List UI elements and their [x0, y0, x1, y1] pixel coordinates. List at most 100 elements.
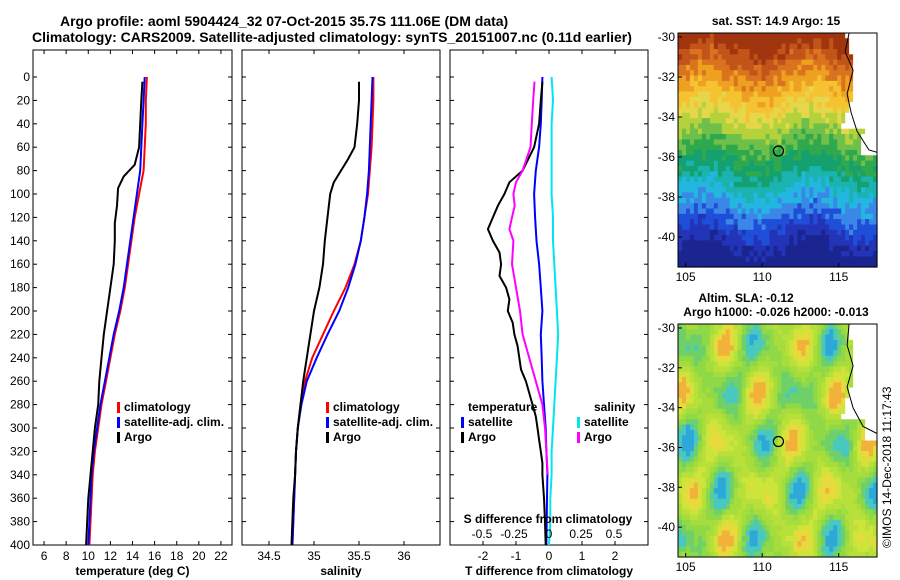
- top-tick-label-difference: -0.5: [472, 527, 493, 541]
- x-tick-label-difference: 1: [579, 549, 586, 563]
- map-x-tick-label: 110: [753, 270, 772, 284]
- legend-title-temperature: temperature: [468, 400, 538, 414]
- x-tick-label-temperature: 20: [192, 549, 206, 563]
- map-y-tick-label: -30: [658, 30, 676, 44]
- y-tick-label: 240: [10, 351, 30, 365]
- map-y-tick-label: -36: [658, 440, 676, 454]
- x-tick-label-salinity: 35.5: [347, 549, 371, 563]
- top-tick-label-difference: 0.25: [569, 527, 593, 541]
- top-tick-label-difference: 0: [546, 527, 553, 541]
- chart-title-line1: Argo profile: aoml 5904424_32 07-Oct-201…: [60, 13, 509, 29]
- x-tick-label-salinity: 35: [307, 549, 321, 563]
- map-x-tick-label: 115: [829, 270, 848, 284]
- x-axis-label-difference: T difference from climatology: [465, 564, 633, 578]
- legend-label-temperature: satellite-adj. clim.: [124, 415, 224, 429]
- legend-label-difference: Argo: [584, 430, 612, 444]
- map-sst_map: [678, 32, 878, 268]
- coastline: [846, 323, 878, 434]
- map-y-tick-label: -36: [658, 150, 676, 164]
- map-y-tick-label: -30: [658, 321, 676, 335]
- series-line-difference-s-satellite: [548, 76, 560, 546]
- y-tick-label: 20: [17, 93, 31, 107]
- legend-swatch-temperature: [117, 417, 120, 428]
- map-y-tick-label: -40: [658, 230, 676, 244]
- series-line-salinity-satellite-adj-clim-: [291, 76, 374, 546]
- y-tick-label: 180: [10, 281, 30, 295]
- y-tick-label: 260: [10, 374, 30, 388]
- y-tick-label: 60: [17, 140, 31, 154]
- legend-label-salinity: satellite-adj. clim.: [333, 415, 433, 429]
- series-line-temperature-climatology: [88, 76, 148, 546]
- y-tick-label: 320: [10, 444, 30, 458]
- y-tick-label: 140: [10, 234, 30, 248]
- x-axis-label-salinity: salinity: [320, 564, 362, 578]
- x-tick-label-difference: 2: [612, 549, 619, 563]
- sst-map-title: sat. SST: 14.9 Argo: 15: [712, 14, 841, 28]
- x-tick-label-temperature: 10: [82, 549, 96, 563]
- y-tick-label: 0: [23, 70, 30, 84]
- coastline: [844, 32, 878, 153]
- series-line-salinity-climatology: [291, 77, 375, 546]
- legend-swatch-difference: [577, 417, 580, 428]
- map-x-tick-label: 105: [676, 560, 696, 574]
- top-tick-label-difference: -0.25: [500, 527, 528, 541]
- map-y-tick-label: -34: [658, 110, 676, 124]
- y-tick-label: 100: [10, 187, 30, 201]
- legend-label-difference: Argo: [468, 430, 496, 444]
- x-tick-label-temperature: 12: [104, 549, 118, 563]
- panel-frame-salinity: [241, 49, 441, 546]
- series-line-difference-t-satellite: [533, 76, 549, 546]
- y-tick-label: 160: [10, 257, 30, 271]
- series-line-temperature-satellite-adj-clim-: [87, 76, 146, 546]
- legend-label-salinity: Argo: [333, 430, 361, 444]
- y-tick-label: 120: [10, 210, 30, 224]
- x-tick-label-salinity: 34.5: [257, 549, 281, 563]
- x-axis-label-temperature: temperature (deg C): [75, 564, 189, 578]
- legend-label-salinity: climatology: [333, 400, 400, 414]
- sla-map-title: Altim. SLA: -0.12: [698, 291, 794, 305]
- y-tick-label: 200: [10, 304, 30, 318]
- series-line-difference-t-argo: [486, 81, 547, 546]
- x-tick-label-temperature: 22: [214, 549, 228, 563]
- y-tick-label: 220: [10, 327, 30, 341]
- panel-frame-temperature: [32, 49, 233, 546]
- top-axis-label-difference: S difference from climatology: [464, 512, 633, 526]
- map-y-tick-label: -34: [658, 401, 676, 415]
- legend-title-salinity: salinity: [594, 400, 636, 414]
- map-y-tick-label: -38: [658, 190, 676, 204]
- legend-swatch-difference: [461, 417, 464, 428]
- legend-label-difference: satellite: [468, 415, 513, 429]
- y-tick-label: 360: [10, 491, 30, 505]
- y-tick-label: 380: [10, 515, 30, 529]
- panel-frame-difference: [449, 49, 649, 546]
- map-x-tick-label: 105: [676, 270, 696, 284]
- top-tick-label-difference: 0.5: [606, 527, 623, 541]
- map-frame-sla_map: [677, 323, 878, 558]
- legend-swatch-difference: [577, 432, 580, 443]
- x-tick-label-temperature: 6: [41, 549, 48, 563]
- x-tick-label-temperature: 16: [148, 549, 162, 563]
- y-tick-label: 340: [10, 468, 30, 482]
- legend-swatch-difference: [461, 432, 464, 443]
- x-tick-label-difference: 0: [546, 549, 553, 563]
- x-tick-label-difference: -2: [478, 549, 489, 563]
- series-line-temperature-argo: [85, 81, 144, 546]
- map-x-tick-label: 110: [753, 560, 772, 574]
- legend-swatch-temperature: [117, 402, 120, 413]
- argo-float-marker: [772, 145, 785, 157]
- legend-swatch-salinity: [326, 417, 329, 428]
- legend-label-temperature: climatology: [124, 400, 191, 414]
- chart-title-line2: Climatology: CARS2009. Satellite-adjuste…: [32, 29, 632, 45]
- map-y-tick-label: -32: [658, 361, 676, 375]
- map-sla_map: [678, 323, 878, 558]
- y-tick-label: 280: [10, 398, 30, 412]
- x-tick-label-difference: -1: [511, 549, 522, 563]
- map-y-tick-label: -40: [658, 520, 676, 534]
- legend-swatch-temperature: [117, 432, 120, 443]
- legend-label-temperature: Argo: [124, 430, 152, 444]
- argo-float-marker: [772, 435, 785, 448]
- map-y-tick-label: -32: [658, 70, 676, 84]
- series-line-difference-s-argo: [508, 81, 549, 475]
- x-tick-label-temperature: 18: [170, 549, 184, 563]
